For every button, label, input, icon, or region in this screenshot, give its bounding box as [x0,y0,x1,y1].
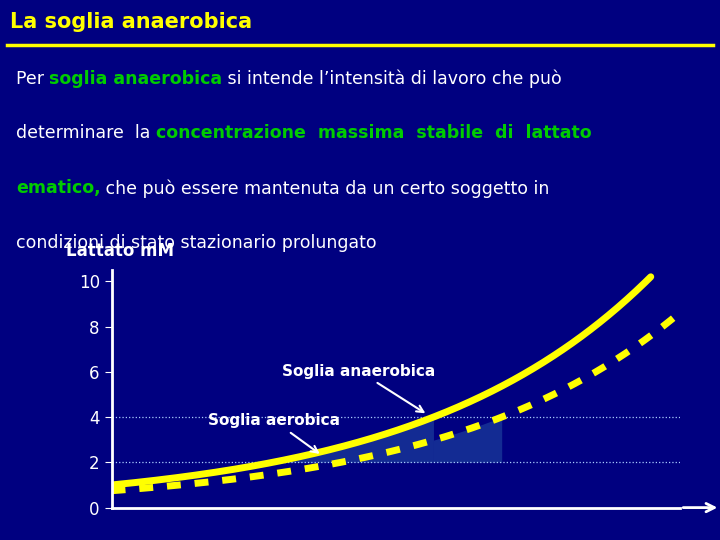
Text: ematico,: ematico, [16,179,101,197]
Text: Lattato mM: Lattato mM [66,242,174,260]
Text: condizioni di stato stazionario prolungato: condizioni di stato stazionario prolunga… [16,234,377,252]
Text: La soglia anaerobica: La soglia anaerobica [10,12,252,32]
Text: Per: Per [16,70,50,87]
Text: che può essere mantenuta da un certo soggetto in: che può essere mantenuta da un certo sog… [101,179,550,198]
Text: soglia anaerobica: soglia anaerobica [50,70,222,87]
Text: determinare  la: determinare la [16,124,156,143]
Text: concentrazione  massima  stabile  di  lattato: concentrazione massima stabile di lattat… [156,124,591,143]
Text: Soglia anaerobica: Soglia anaerobica [282,363,436,412]
Text: si intende l’intensità di lavoro che può: si intende l’intensità di lavoro che può [222,70,562,88]
Text: Soglia aerobica: Soglia aerobica [208,414,341,453]
